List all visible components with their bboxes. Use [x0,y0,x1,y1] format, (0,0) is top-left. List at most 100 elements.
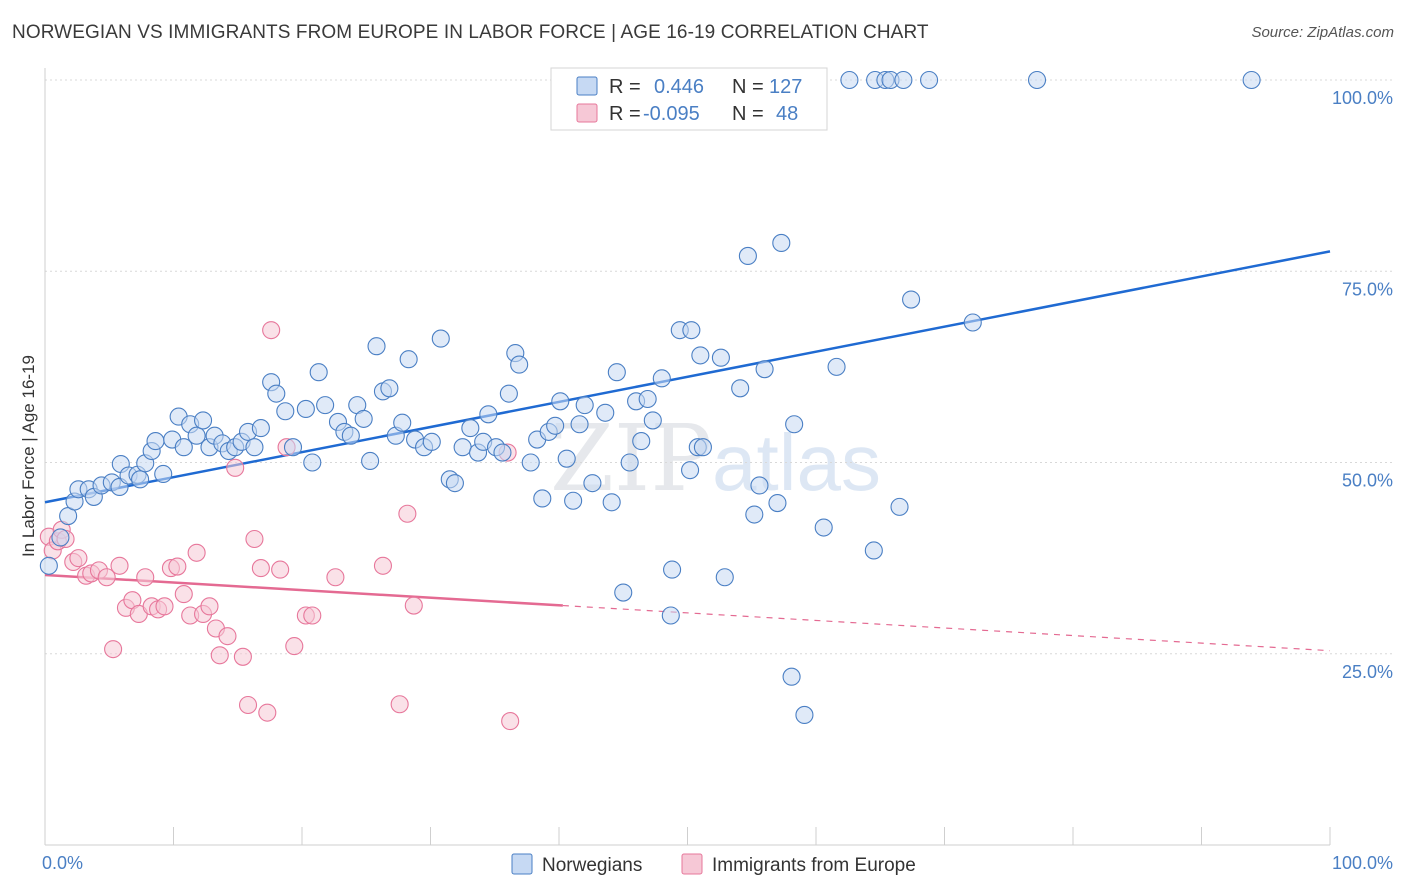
legend-r-value: -0.095 [643,103,700,125]
immigrants-point [104,640,123,659]
immigrants-point [226,458,245,477]
norwegians-point [795,705,814,725]
immigrants-point [373,556,393,575]
immigrants-point [271,560,290,579]
legend-swatch-immigrants [681,853,703,875]
norwegians-point [570,415,589,434]
norwegians-point [493,443,512,462]
legend-r-label: R = [609,76,641,98]
norwegians-point [661,606,680,625]
immigrants-point [262,321,281,340]
norwegians-point [499,384,518,403]
norwegians-point [643,411,662,430]
norwegians-trend-line [44,250,1331,504]
norwegians-point [693,438,712,457]
trend-lines [44,250,1331,652]
norwegians-point [380,379,399,398]
immigrants-point [174,585,193,604]
norwegians-point [768,493,787,513]
norwegians-point [367,337,386,356]
norwegians-point [431,329,450,348]
immigrants-point [233,647,252,666]
immigrants-point [110,556,129,575]
norwegians-points [39,70,1261,725]
norwegians-point [533,489,552,508]
immigrants-point [218,627,237,646]
immigrants-point [404,596,423,615]
series-legend: Norwegians Immigrants from Europe [511,853,916,876]
immigrants-point [251,559,270,578]
norwegians-point [453,438,472,457]
source-label: Source: ZipAtlas.com [1251,24,1394,41]
norwegians-point [963,313,982,332]
immigrants-point [155,597,174,616]
norwegians-point [620,453,639,472]
norwegians-point [607,363,626,382]
norwegians-point [691,346,710,365]
norwegians-point [546,416,565,435]
norwegians-point [309,363,328,382]
norwegians-point [564,491,583,510]
norwegians-point [251,419,270,438]
norwegians-point [361,451,380,471]
y-tick-label: 25.0% [1342,662,1393,682]
immigrants-point [398,504,417,523]
legend-n-value: 127 [769,76,802,98]
norwegians-point [681,461,700,480]
grid: 25.0% 50.0% 75.0% 100.0% [45,79,1393,682]
watermark: ZIP atlas [550,405,881,512]
correlation-legend: R = 0.446 N = 127 R = -0.095 N = 48 [550,67,828,131]
y-axis-title: In Labor Force | Age 16-19 [19,355,38,557]
norwegians-point [583,474,602,493]
immigrants-point [303,606,322,625]
norwegians-point [920,70,939,90]
norwegians-point [131,470,150,489]
norwegians-point [715,568,734,587]
norwegians-point [245,438,264,457]
norwegians-point [814,518,833,537]
legend-label-norwegians: Norwegians [542,855,642,876]
immigrants-trend-extension [562,604,1331,652]
immigrants-point [187,543,206,562]
norwegians-point [341,426,360,445]
y-tick-label: 75.0% [1342,279,1393,299]
norwegians-point [393,413,412,432]
legend-swatch-immigrants [576,103,598,123]
x-tick-label: 100.0% [1332,853,1393,873]
norwegians-point [276,402,295,421]
norwegians-point [354,409,373,428]
norwegians-point [745,505,764,524]
norwegians-point [303,453,322,472]
norwegians-point [557,449,576,468]
norwegians-point [575,396,594,415]
immigrants-point [238,695,258,715]
norwegians-point [682,321,701,340]
norwegians-point [521,453,540,472]
y-tick-label: 50.0% [1342,471,1393,491]
chart-title: NORWEGIAN VS IMMIGRANTS FROM EUROPE IN L… [12,22,929,43]
norwegians-point [194,411,213,430]
norwegians-point [738,246,757,265]
norwegians-point [316,396,335,415]
legend-n-label: N = [732,76,764,98]
legend-swatch-norwegians [576,76,598,96]
norwegians-point [174,438,193,457]
norwegians-point [731,379,750,398]
immigrants-point [200,597,219,616]
norwegians-point [902,290,921,309]
immigrants-point [69,549,88,568]
norwegians-point [711,348,730,367]
axes: 0.0% 100.0% [42,68,1393,873]
norwegians-point [864,541,883,560]
legend-label-immigrants: Immigrants from Europe [712,855,916,876]
immigrants-point [168,557,187,576]
norwegians-point [283,438,303,457]
legend-r-value: 0.446 [654,76,704,98]
norwegians-point [445,474,464,493]
norwegians-point [187,426,206,445]
norwegians-point [772,233,791,252]
x-tick-label: 0.0% [42,853,83,873]
norwegians-point [146,432,165,451]
norwegians-point [296,399,315,419]
